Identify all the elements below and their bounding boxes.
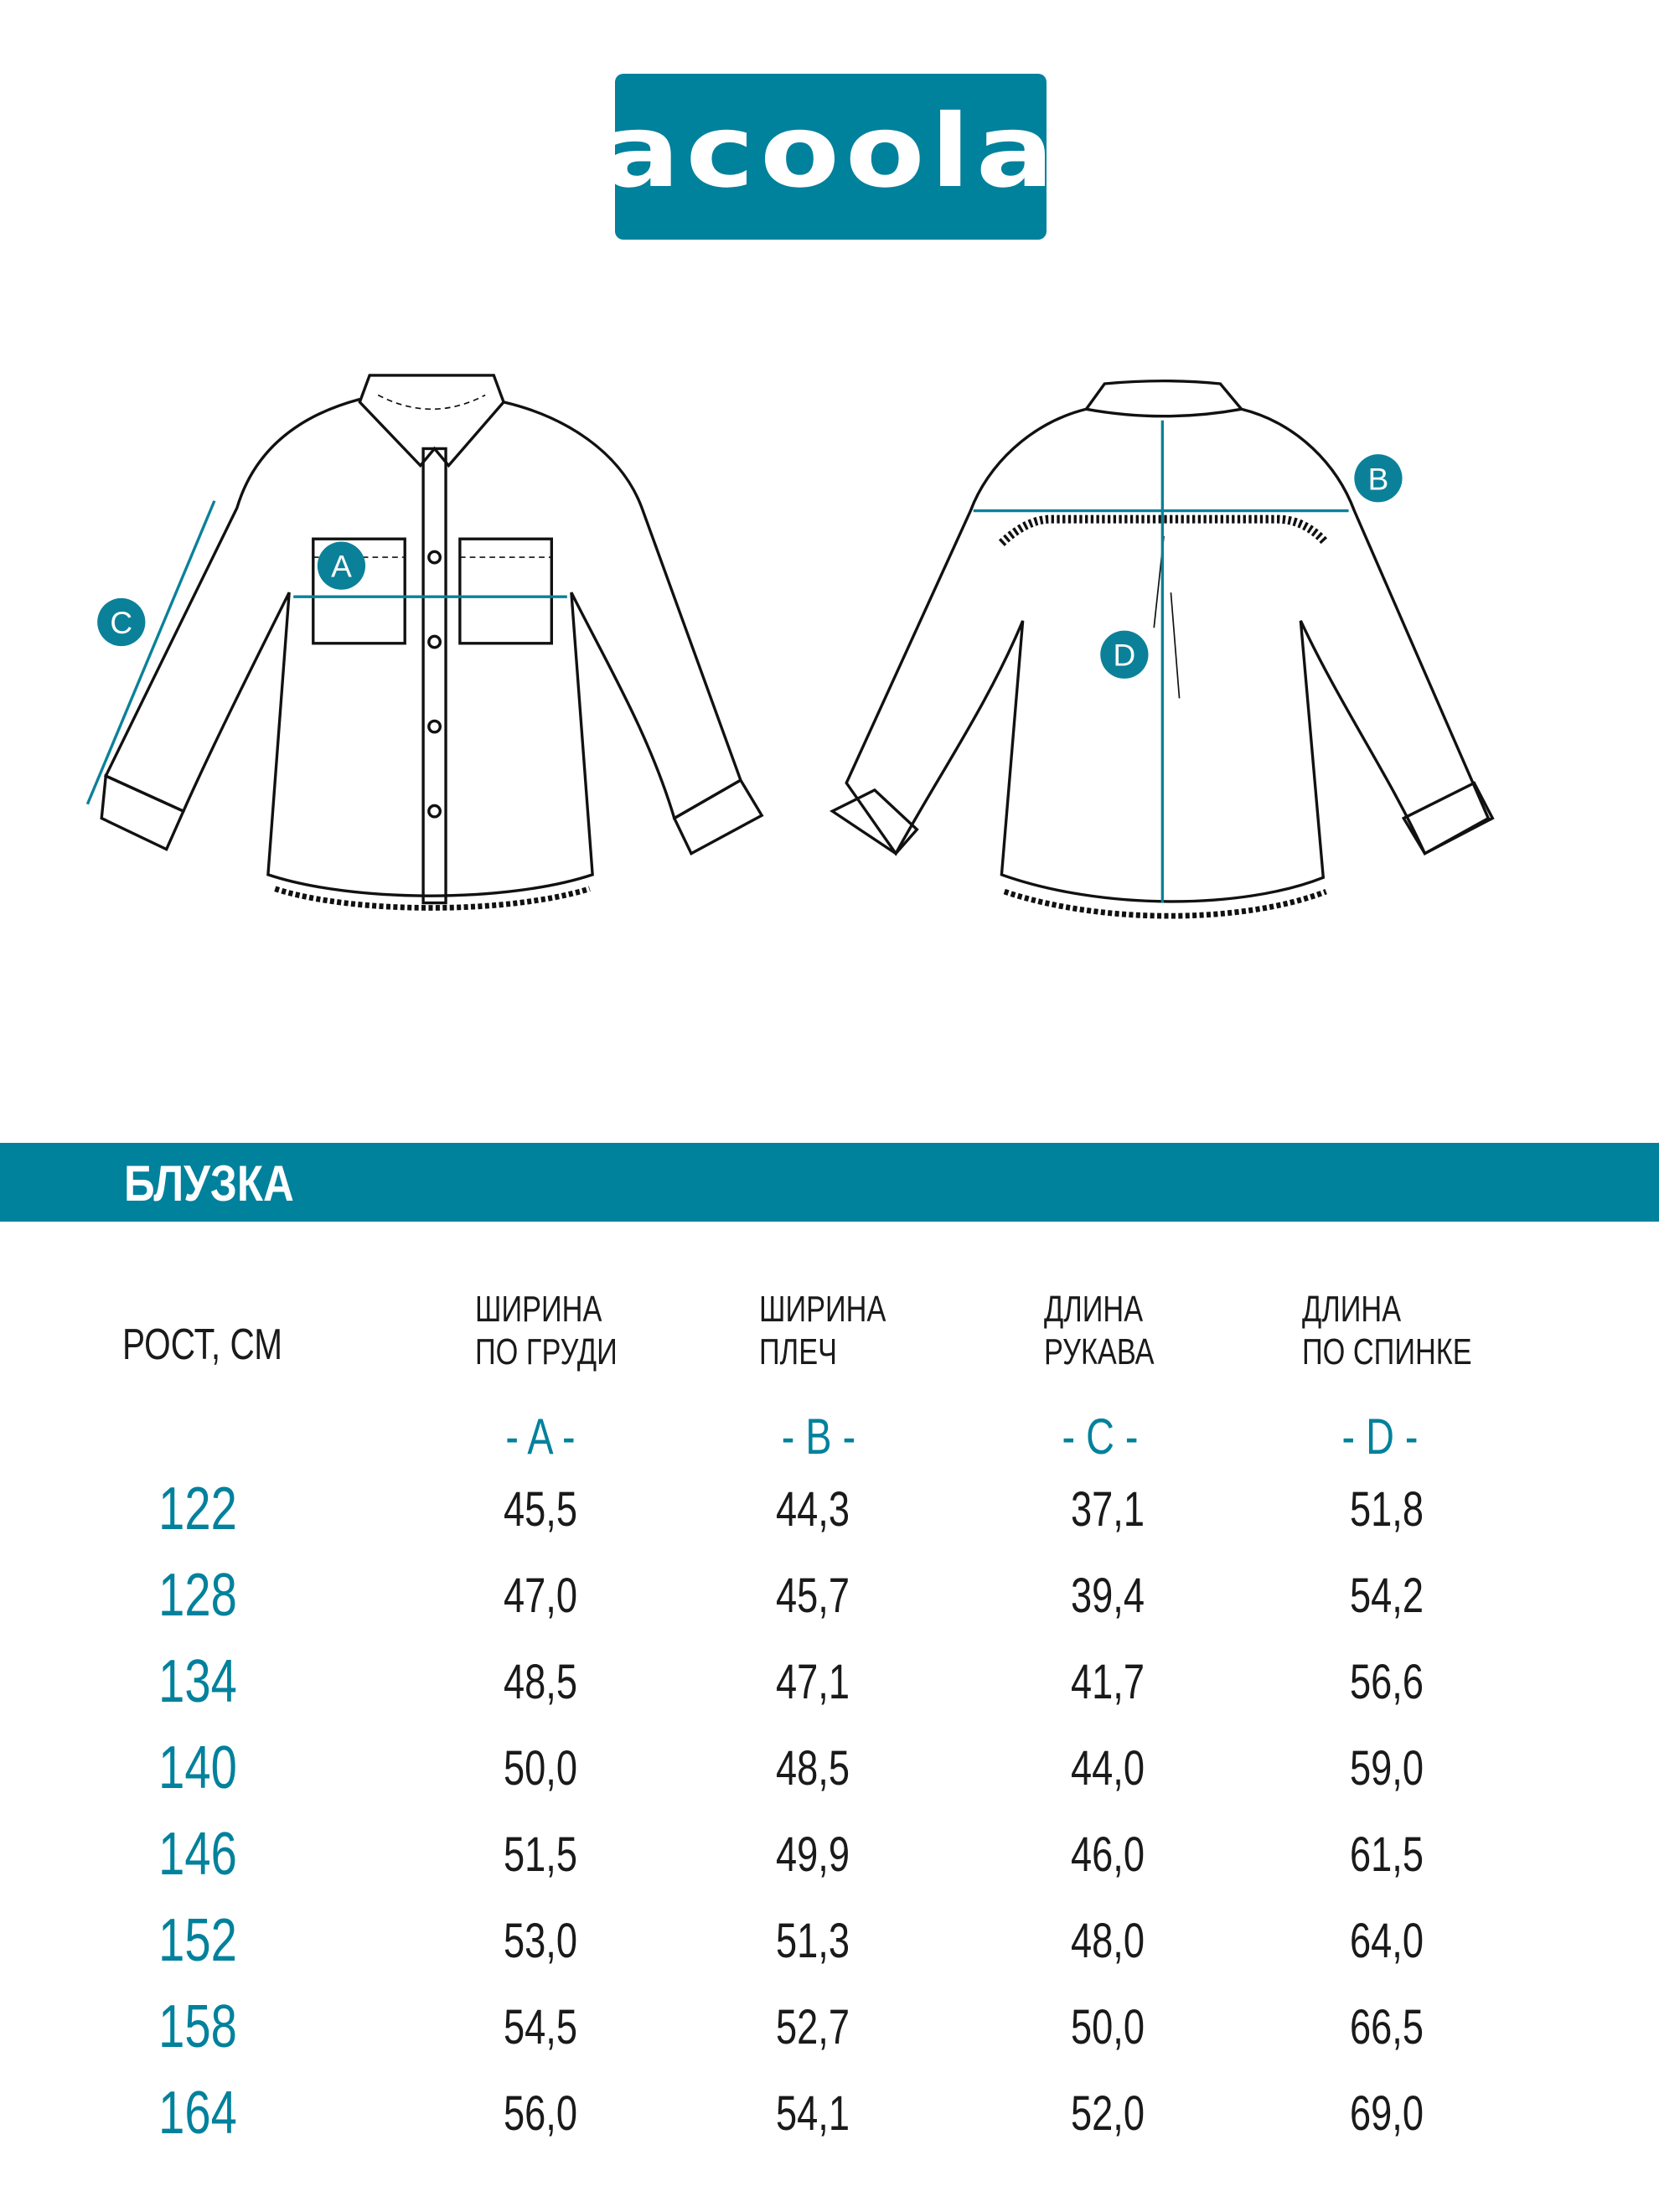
value-cell: 48,5 <box>503 1655 578 1709</box>
height-cell: 164 <box>158 2080 237 2147</box>
column-letter-c: - C - <box>1062 1408 1139 1465</box>
height-cell: 134 <box>158 1648 237 1715</box>
value-cell: 51,5 <box>503 1827 578 1882</box>
column-letter-d: - D - <box>1341 1408 1419 1465</box>
column-header-a: ШИРИНА ПО ГРУДИ <box>475 1288 618 1373</box>
value-cell: 51,8 <box>1349 1482 1424 1537</box>
height-header: РОСТ, СМ <box>122 1320 283 1369</box>
value-cell: 69,0 <box>1349 2086 1424 2141</box>
value-cell: 66,5 <box>1349 2000 1424 2054</box>
height-cell: 158 <box>158 1993 237 2060</box>
value-cell: 54,1 <box>775 2086 850 2141</box>
value-cell: 51,3 <box>775 1914 850 1968</box>
column-letter-a: - A - <box>505 1408 576 1465</box>
value-cell: 45,5 <box>503 1482 578 1537</box>
value-cell: 44,3 <box>775 1482 850 1537</box>
height-cell: 140 <box>158 1734 237 1801</box>
value-cell: 54,5 <box>503 2000 578 2054</box>
logo-text: acoola <box>602 94 1060 210</box>
brand-logo: acoola <box>602 74 1054 240</box>
header-line: ШИРИНА <box>759 1289 886 1330</box>
garment-diagrams: A C B D <box>85 374 1495 919</box>
value-cell: 52,0 <box>1070 2086 1145 2141</box>
value-cell: 44,0 <box>1070 1741 1145 1796</box>
value-cell: 59,0 <box>1349 1741 1424 1796</box>
value-cell: 46,0 <box>1070 1827 1145 1882</box>
value-cell: 47,0 <box>503 1569 578 1623</box>
column-header-d: ДЛИНА ПО СПИНКЕ <box>1302 1288 1472 1373</box>
value-cell: 56,6 <box>1349 1655 1424 1709</box>
label-b: B <box>1368 461 1389 496</box>
value-cell: 53,0 <box>503 1914 578 1968</box>
column-header-c: ДЛИНА РУКАВА <box>1044 1288 1154 1373</box>
height-cell: 122 <box>158 1476 237 1543</box>
measurement-lines <box>85 420 1403 903</box>
header-line: ПО СПИНКЕ <box>1302 1331 1472 1372</box>
height-cell: 128 <box>158 1562 237 1629</box>
front-view-drawing <box>100 374 764 911</box>
value-cell: 41,7 <box>1070 1655 1145 1709</box>
value-cell: 39,4 <box>1070 1569 1145 1623</box>
header-line: ДЛИНА <box>1044 1289 1144 1330</box>
value-cell: 52,7 <box>775 2000 850 2054</box>
value-cell: 49,9 <box>775 1827 850 1882</box>
label-c: C <box>110 605 132 640</box>
value-cell: 50,0 <box>1070 2000 1145 2054</box>
value-cell: 37,1 <box>1070 1482 1145 1537</box>
value-cell: 50,0 <box>503 1741 578 1796</box>
value-cell: 48,5 <box>775 1741 850 1796</box>
header-line: ПО ГРУДИ <box>475 1331 618 1372</box>
column-letter-b: - B - <box>781 1408 856 1465</box>
value-cell: 45,7 <box>775 1569 850 1623</box>
height-cell: 146 <box>158 1821 237 1888</box>
back-view-drawing <box>830 379 1495 919</box>
value-cell: 48,0 <box>1070 1914 1145 1968</box>
header-line: ШИРИНА <box>475 1289 602 1330</box>
label-a: A <box>331 549 352 584</box>
column-header-b: ШИРИНА ПЛЕЧ <box>759 1288 886 1373</box>
value-cell: 56,0 <box>503 2086 578 2141</box>
header-line: ДЛИНА <box>1302 1289 1402 1330</box>
header-line: РУКАВА <box>1044 1331 1155 1372</box>
height-cell: 152 <box>158 1907 237 1974</box>
header-line: ПЛЕЧ <box>759 1331 837 1372</box>
value-cell: 54,2 <box>1349 1569 1424 1623</box>
product-banner: БЛУЗКА <box>0 1143 1659 1222</box>
product-title: БЛУЗКА <box>124 1155 294 1212</box>
value-cell: 47,1 <box>775 1655 850 1709</box>
value-cell: 61,5 <box>1349 1827 1424 1882</box>
value-cell: 64,0 <box>1349 1914 1424 1968</box>
label-d: D <box>1114 638 1136 673</box>
